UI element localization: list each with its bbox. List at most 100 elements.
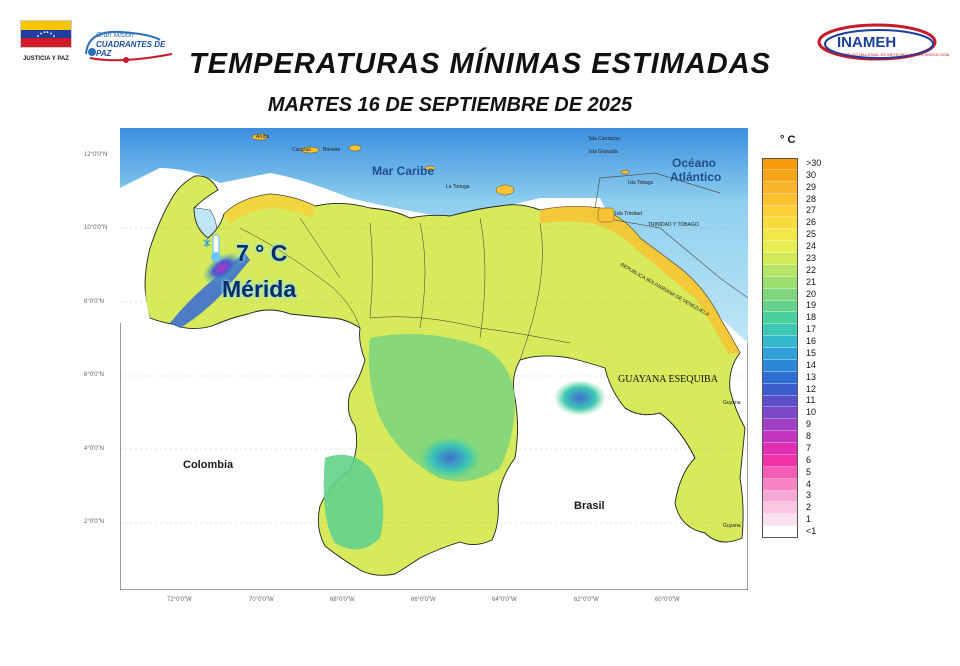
legend-label: 15 <box>806 347 817 358</box>
lon-tick: 72°0'0"W <box>167 597 192 603</box>
inameh-subtitle: INSTITUTO NACIONAL DE METEOROLOGÍA E HID… <box>837 52 950 57</box>
legend-label: 19 <box>806 300 817 311</box>
sea-area <box>120 128 748 343</box>
min-temp-callout: 7 ° C <box>236 240 288 266</box>
legend-swatch <box>762 205 798 218</box>
temperature-map <box>120 128 748 590</box>
legend-label: 18 <box>806 312 817 323</box>
legend-swatch <box>762 502 798 515</box>
legend-swatch <box>762 217 798 230</box>
legend-label: 3 <box>806 490 812 501</box>
legend-label: 16 <box>806 336 817 347</box>
label-atlantico: Atlántico <box>670 170 722 184</box>
legend-swatch <box>762 359 798 372</box>
label-mar-caribe: Mar Caribe <box>372 164 435 178</box>
legend-swatch <box>762 431 798 443</box>
legend-swatch <box>762 395 798 408</box>
lat-tick: 12°0'0"N <box>84 152 108 158</box>
legend-swatch <box>762 407 798 420</box>
warm-falcon-band <box>224 194 315 224</box>
cuadrantes-de-paz-logo: Gran Misión CUADRANTES DE PAZ <box>80 20 180 64</box>
label-trinidad: Isla Trinidad <box>615 211 642 217</box>
inameh-ellipse-icon <box>817 23 937 61</box>
justicia-paz-text: JUSTICIA Y PAZ <box>23 56 69 62</box>
label-la-tortuga: La Tortuga <box>446 184 470 190</box>
justicia-paz-logo: JUSTICIA Y PAZ <box>20 20 72 62</box>
legend-label: 13 <box>806 371 817 382</box>
legend-unit: ° C <box>780 134 796 146</box>
label-oceano: Océano <box>672 156 717 170</box>
label-curazao: Curazao <box>292 147 311 153</box>
legend-swatch <box>762 241 798 253</box>
legend-label: 8 <box>806 431 812 442</box>
map-date-subtitle: MARTES 16 DE SEPTIEMBRE DE 2025 <box>267 94 633 116</box>
lon-tick: 66°0'0"W <box>411 597 436 603</box>
lat-tick: 8°0'0"N <box>84 299 105 305</box>
legend-label: 30 <box>806 169 817 180</box>
legend-swatch <box>762 443 798 455</box>
lon-tick: 70°0'0"W <box>249 597 274 603</box>
legend-label: 10 <box>806 407 817 418</box>
legend-swatch <box>762 490 798 503</box>
legend-swatch <box>762 181 798 194</box>
colombia-area <box>120 168 160 323</box>
label-brasil: Brasil <box>574 500 605 512</box>
lat-tick: 6°0'0"N <box>84 372 105 378</box>
lat-tick: 10°0'0"N <box>84 225 108 231</box>
label-granada: Isla Granada <box>589 149 618 155</box>
legend-swatch <box>762 336 798 348</box>
legend-swatch <box>762 264 798 277</box>
legend-label: 14 <box>806 359 817 370</box>
legend-label: 11 <box>806 395 816 406</box>
cool-spot-south <box>418 436 482 480</box>
venezuela-flag-icon <box>20 20 72 48</box>
legend-label: 17 <box>806 324 817 335</box>
cool-spot-east <box>554 380 606 416</box>
warm-coast-band <box>540 206 740 354</box>
legend-label: 25 <box>806 229 817 240</box>
legend-label: <1 <box>806 526 817 537</box>
maritime-boundaries <box>594 172 748 299</box>
legend-label: 2 <box>806 502 812 513</box>
legend-swatch <box>762 371 798 384</box>
legend-label: 22 <box>806 264 817 275</box>
legend-label: 9 <box>806 419 812 430</box>
green-zone-amazonas <box>323 454 384 550</box>
label-guayana-esequiba: GUAYANA ESEQUIBA <box>618 374 718 385</box>
legend-label: 26 <box>806 217 817 228</box>
label-trinidad-tobago: TRINIDAD Y TOBAGO <box>648 222 699 228</box>
legend-swatch <box>762 169 798 182</box>
caribbean-islands <box>251 133 630 223</box>
legend-swatch <box>762 193 798 206</box>
legend-label: 6 <box>806 454 812 465</box>
legend-swatch <box>762 466 798 479</box>
label-guyana-1: Guyana <box>723 400 741 406</box>
legend-swatch <box>762 312 798 325</box>
mision-line2: CUADRANTES DE PAZ <box>96 40 166 58</box>
inameh-name: INAMEH <box>837 34 897 51</box>
legend-swatch <box>762 158 798 170</box>
legend-label: 4 <box>806 478 812 489</box>
legend-label: 1 <box>806 514 812 525</box>
label-carriacou: Isla Carriacou <box>589 136 620 142</box>
label-bonaire: Bonaire <box>323 147 341 153</box>
city-callout: Mérida <box>222 276 297 302</box>
legend-swatch <box>762 348 798 360</box>
legend-label: >30 <box>806 157 822 168</box>
label-guyana-2: Guyana <box>723 523 741 529</box>
legend-label: 12 <box>806 383 817 394</box>
legend-label: 21 <box>806 276 817 287</box>
legend-label: 20 <box>806 288 817 299</box>
lon-tick: 64°0'0"W <box>492 597 517 603</box>
lat-tick: 2°0'0"N <box>84 519 105 525</box>
label-tobago: Isla Tobago <box>628 180 654 186</box>
legend-label: 7 <box>806 442 812 453</box>
legend-frame <box>762 158 798 538</box>
legend-swatch <box>762 324 798 337</box>
mision-line1: Gran Misión <box>96 32 134 39</box>
legend-swatch <box>762 253 798 265</box>
map-title: TEMPERATURAS MÍNIMAS ESTIMADAS <box>188 48 772 80</box>
label-aruba: Aruba <box>256 134 270 140</box>
legend-label: 5 <box>806 466 812 477</box>
state-boundaries <box>239 217 571 361</box>
